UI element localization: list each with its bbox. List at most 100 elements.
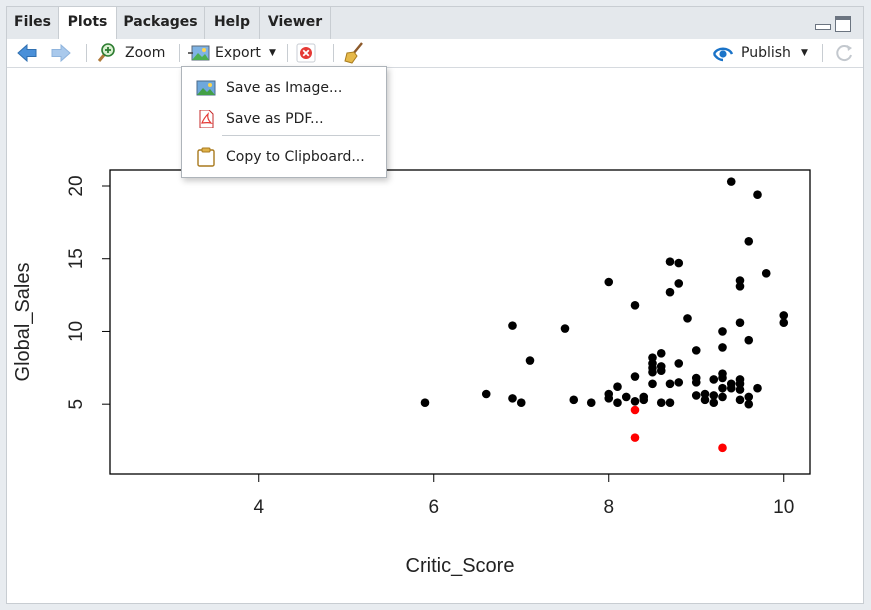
data-point — [735, 395, 745, 405]
data-point — [718, 392, 727, 402]
x-tick-label: 10 — [773, 497, 794, 518]
forward-button[interactable] — [49, 39, 75, 67]
x-tick-label: 4 — [253, 497, 264, 518]
save-as-image-menu-item[interactable]: Save as Image... — [182, 74, 386, 102]
data-point — [691, 378, 701, 387]
back-button[interactable] — [15, 39, 41, 67]
data-point — [648, 367, 657, 377]
remove-plot-button[interactable] — [295, 39, 319, 67]
x-axis-label: Critic_Score — [406, 555, 515, 577]
pdf-icon — [199, 110, 214, 128]
export-label: Export — [215, 45, 261, 61]
data-point — [621, 392, 631, 402]
data-point — [516, 398, 526, 408]
data-point — [709, 398, 719, 408]
remove-plot-icon — [296, 43, 316, 63]
data-point — [674, 258, 684, 268]
data-point — [735, 385, 745, 394]
menu-separator — [222, 135, 380, 136]
data-point — [761, 268, 771, 278]
save-as-pdf-menu-item[interactable]: Save as PDF... — [182, 105, 386, 133]
data-point — [665, 379, 675, 389]
pane-tab-bar: Files Plots Packages Help Viewer — [7, 7, 863, 40]
plots-pane: Files Plots Packages Help Viewer — [6, 6, 864, 604]
tab-files[interactable]: Files — [7, 7, 59, 39]
y-axis-label: Global_Sales — [12, 263, 34, 382]
data-point — [744, 236, 754, 246]
data-point — [718, 343, 727, 352]
export-button[interactable]: Export ▼ — [187, 39, 279, 67]
data-point — [709, 375, 719, 384]
refresh-button[interactable] — [833, 39, 857, 67]
minimize-pane-icon[interactable] — [815, 24, 831, 30]
data-point — [709, 391, 719, 400]
tab-packages[interactable]: Packages — [117, 7, 205, 39]
chevron-down-icon: ▼ — [801, 48, 808, 58]
data-point — [674, 359, 684, 368]
image-icon — [196, 80, 216, 96]
data-point — [586, 398, 596, 408]
data-point — [691, 346, 701, 355]
data-point — [718, 383, 727, 393]
clipboard-icon — [197, 147, 215, 167]
export-icon — [188, 45, 210, 61]
data-point — [648, 379, 657, 389]
data-point — [726, 383, 736, 393]
data-point — [665, 398, 675, 408]
tab-help[interactable]: Help — [205, 7, 260, 39]
clear-all-button[interactable] — [343, 39, 367, 67]
data-point — [718, 373, 727, 383]
menu-item-label: Copy to Clipboard... — [226, 149, 365, 165]
data-point — [613, 382, 622, 392]
zoom-button[interactable]: Zoom — [95, 39, 171, 67]
scatter-plot: 4 6 8 10 5 10 15 20 Critic_Score Global_Sales — [12, 169, 811, 577]
maximize-pane-icon[interactable] — [835, 16, 851, 32]
data-point — [630, 433, 640, 442]
data-point — [744, 399, 754, 409]
data-point — [744, 335, 754, 345]
chevron-down-icon: ▼ — [269, 48, 276, 58]
data-point — [639, 392, 649, 402]
y-tick-label: 20 — [66, 175, 87, 196]
copy-to-clipboard-menu-item[interactable]: Copy to Clipboard... — [182, 143, 386, 171]
menu-item-label: Save as Image... — [226, 80, 343, 96]
toolbar-separator — [822, 44, 823, 62]
refresh-icon — [836, 45, 852, 62]
zoom-icon — [97, 43, 115, 62]
publish-label: Publish — [741, 45, 791, 61]
plots-toolbar: Zoom Export ▼ — [7, 39, 863, 68]
data-point — [656, 398, 666, 408]
tab-plots[interactable]: Plots — [59, 7, 117, 40]
publish-button[interactable]: Publish ▼ — [711, 39, 811, 67]
data-point — [630, 372, 640, 381]
data-point — [569, 395, 579, 405]
data-point — [665, 257, 675, 266]
data-point — [735, 282, 745, 291]
data-point — [691, 391, 701, 400]
data-point — [508, 321, 517, 330]
arrow-left-icon — [17, 43, 37, 63]
tab-viewer[interactable]: Viewer — [260, 7, 331, 39]
data-point — [753, 190, 762, 200]
data-point — [665, 287, 675, 297]
data-point — [744, 392, 754, 402]
toolbar-separator — [333, 44, 334, 62]
plot-frame — [109, 169, 811, 475]
data-point — [630, 300, 640, 310]
data-point — [735, 318, 745, 328]
y-tick-label: 5 — [66, 399, 87, 410]
data-point — [630, 396, 640, 406]
data-point — [753, 383, 762, 393]
data-point — [726, 177, 736, 186]
window-controls — [815, 16, 853, 34]
arrow-right-icon — [51, 43, 71, 63]
data-point — [481, 389, 491, 399]
data-point — [700, 395, 710, 405]
data-point — [683, 314, 692, 323]
data-point — [508, 394, 517, 403]
publish-icon — [712, 47, 734, 62]
data-point — [604, 394, 614, 403]
data-point — [525, 356, 535, 365]
x-tick-label: 8 — [603, 497, 614, 518]
toolbar-separator — [287, 44, 288, 62]
